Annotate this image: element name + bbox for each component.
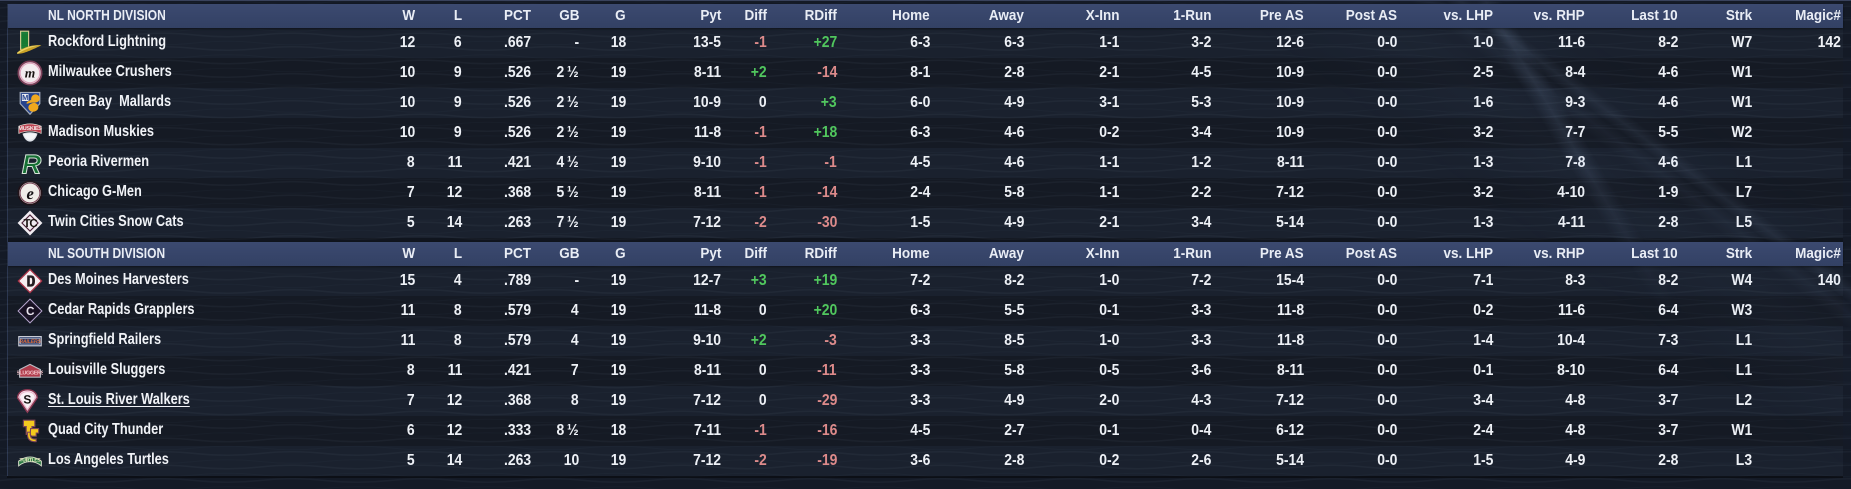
svg-text:e: e: [27, 184, 34, 203]
svg-text:TC: TC: [24, 218, 38, 230]
svg-text:SLUGGERS: SLUGGERS: [17, 370, 43, 376]
svg-text:S: S: [23, 393, 31, 407]
svg-text:TURTLES: TURTLES: [20, 457, 42, 463]
svg-text:C: C: [26, 304, 35, 318]
svg-text:m: m: [25, 65, 36, 80]
svg-text:R: R: [22, 150, 42, 180]
svg-text:M: M: [22, 93, 28, 102]
svg-text:MUSKIES: MUSKIES: [18, 126, 42, 132]
svg-text:RAILERS: RAILERS: [19, 339, 41, 345]
